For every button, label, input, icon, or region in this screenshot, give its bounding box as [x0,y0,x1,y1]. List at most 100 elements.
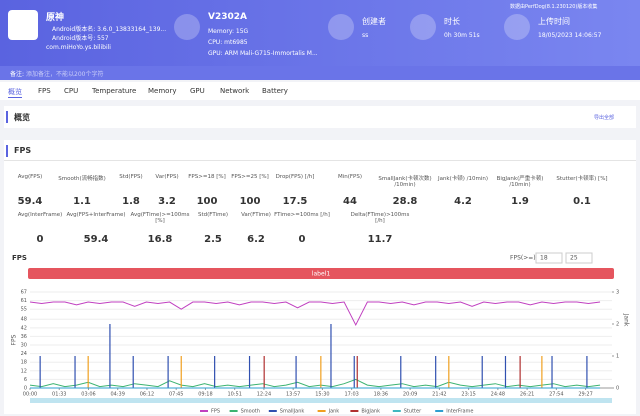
stat-value: 1.8 [122,196,140,207]
stat-label: Avg(FTime)>=100ms [%] [130,212,190,224]
x-tick-label: 01:33 [52,392,66,398]
jank-bar [180,356,182,388]
y-tick-label: 0 [24,386,27,392]
legend-label: Jank [328,409,340,415]
gpu: GPU: ARM Mali-G715-Immortalis M... [208,50,318,57]
stat-label: FPS>=25 [%] [231,174,269,180]
jank-bar [541,356,543,388]
version-note: 数据由PerfDog(8.1.230120)版本收集 [510,4,598,10]
stat-value: 6.2 [247,234,265,245]
threshold-input[interactable] [535,252,563,264]
y-tick-label: 48 [21,317,27,323]
jank-bar [87,356,89,388]
chart-title: FPS [12,254,27,262]
stat-value: 16.8 [147,234,173,245]
series-line [29,378,601,388]
threshold-input[interactable] [565,252,593,264]
x-tick-label: 18:36 [374,392,388,398]
x-tick-label: 00:00 [23,392,37,398]
x-tick-label: 23:15 [461,392,475,398]
stat-label: BigJank(严重卡顿) /10min) [496,176,544,188]
stat-label: Avg(FPS+InterFrame) [66,212,126,218]
x-tick-label: 15:30 [315,392,329,398]
fps-title: FPS [14,146,32,155]
tab[interactable]: CPU [64,87,79,95]
stat-value: 2.5 [204,234,222,245]
stat-label: Min(FPS) [337,174,363,180]
stat-label: Stutter(卡顿率) [%] [556,176,608,182]
tab[interactable]: Temperature [92,87,137,95]
x-tick-label: 20:09 [403,392,417,398]
memory: Memory: 15G [208,28,249,35]
jank-bar [448,356,450,388]
y2-tick-label: 3 [616,290,619,296]
accent [6,145,8,157]
jank-bar [551,356,553,388]
tab[interactable]: 概览 [8,88,22,98]
tab[interactable]: GPU [190,87,205,95]
stat-label: Var(FTime) [241,212,271,218]
x-tick-label: 26:21 [520,392,534,398]
x-tick-label: 12:24 [257,392,271,398]
x-tick-label: 24:48 [491,392,505,398]
stat-label: Var(FPS) [155,174,179,180]
legend-label: BigJank [361,409,380,415]
x-tick-label: 13:57 [286,392,300,398]
x-tick-label: 27:54 [549,392,563,398]
y-tick-label: 30 [21,343,27,349]
upload-label: 上传时间 [538,17,570,26]
stat-label: Drop(FPS) [/h] [275,174,315,180]
legend-label: InterFrame [446,409,473,415]
accent [6,111,8,123]
jank-bar [353,356,355,388]
stat-value: 1.9 [511,196,529,207]
jank-bar [263,356,265,388]
stat-value: 1.1 [73,196,91,207]
threshold-value: 18 [540,255,548,262]
slider-track[interactable] [30,398,612,403]
tab[interactable]: Memory [148,87,177,95]
jank-bar [504,356,507,388]
label-band [28,268,614,279]
threshold-value: 25 [570,255,578,262]
tab[interactable]: FPS [38,87,51,95]
stat-label: Std(FPS) [119,174,143,180]
band-label: label1 [312,271,331,278]
stat-value: 0.1 [573,196,591,207]
upload-icon [504,14,530,40]
stat-value: 3.2 [158,196,176,207]
x-tick-label: 07:45 [169,392,183,398]
x-tick-label: 06:12 [140,392,154,398]
notes-input[interactable]: 添加备注，不能以200个字符 [26,71,104,78]
legend-label: SmallJank [280,409,305,415]
upload-time: 18/05/2023 14:06:57 [538,32,602,39]
export-button[interactable]: 导出全部 [594,115,615,121]
tab[interactable]: Network [220,87,250,95]
stat-value: 0 [36,234,44,245]
stat-value: 44 [343,196,357,207]
stat-value: 17.5 [282,196,308,207]
y-tick-label: 61 [21,298,27,304]
y2-tick-label: 0 [616,386,619,392]
jank-bar [109,324,111,388]
stat-value: 100 [239,196,261,207]
series-line [29,301,601,327]
package: com.miHoYo.ys.bilibili [46,44,111,51]
app-icon [8,10,38,40]
stat-label: Avg(InterFrame) [17,212,63,218]
creator-label: 创建者 [362,17,386,26]
stat-value: 59.4 [83,234,109,245]
stat-value: 28.8 [392,196,418,207]
jank-bar [330,324,332,388]
app-name: 原神 [46,13,65,23]
jank-bar [400,356,402,388]
stat-value: 0 [298,234,306,245]
phone-icon [174,14,200,40]
y-tick-label: 42 [21,325,27,331]
tab[interactable]: Battery [262,87,288,95]
y-tick-label: 12 [21,368,27,374]
x-tick-label: 17:03 [344,392,358,398]
stat-value: 59.4 [17,196,43,207]
notes-bar: 备注: 添加备注，不能以200个字符 [0,66,640,80]
